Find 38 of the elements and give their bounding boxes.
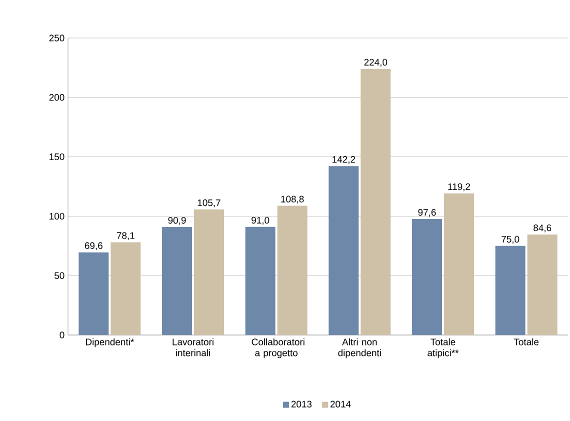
legend-label: 2014 bbox=[330, 400, 351, 408]
data-label: 75,0 bbox=[502, 236, 520, 244]
bar bbox=[412, 219, 442, 335]
data-label: 78,1 bbox=[116, 232, 134, 240]
data-label: 90,9 bbox=[168, 216, 186, 225]
bar bbox=[78, 252, 109, 335]
bar bbox=[360, 68, 391, 335]
bar bbox=[194, 209, 224, 335]
bar bbox=[110, 242, 141, 335]
legend-label: 2013 bbox=[291, 400, 312, 408]
x-tick-label: Collaboratori a progetto bbox=[252, 338, 304, 358]
data-label: 69,6 bbox=[84, 242, 102, 250]
data-label: 105,7 bbox=[198, 199, 220, 208]
bar bbox=[245, 226, 276, 335]
data-label: 91,0 bbox=[252, 216, 270, 225]
bar bbox=[495, 246, 526, 335]
bar bbox=[277, 206, 308, 335]
data-label: 97,6 bbox=[418, 209, 436, 217]
y-tick-label: 100 bbox=[50, 212, 64, 220]
x-tick-label: Totale atipici** bbox=[428, 338, 459, 358]
bar bbox=[444, 193, 474, 335]
data-label: 224,0 bbox=[364, 58, 388, 67]
bar bbox=[328, 166, 359, 335]
data-label: 142,2 bbox=[332, 156, 356, 164]
y-tick-label: 50 bbox=[54, 272, 64, 279]
bar bbox=[162, 227, 192, 335]
y-tick-label: 0 bbox=[60, 332, 64, 338]
data-label: 84,6 bbox=[534, 224, 552, 232]
bar bbox=[527, 234, 558, 335]
y-tick-label: 200 bbox=[49, 94, 64, 101]
data-label: 119,2 bbox=[448, 183, 470, 192]
x-tick-label: Lavoratori interinali bbox=[172, 338, 214, 356]
data-label: 108,8 bbox=[281, 196, 304, 204]
x-tick-label: Altri non dipendenti bbox=[338, 338, 381, 358]
x-tick-label: Totale bbox=[514, 338, 539, 346]
y-tick-label: 150 bbox=[50, 153, 64, 160]
x-tick-label: Dipendenti* bbox=[86, 338, 134, 348]
y-tick-label: 250 bbox=[49, 34, 64, 42]
